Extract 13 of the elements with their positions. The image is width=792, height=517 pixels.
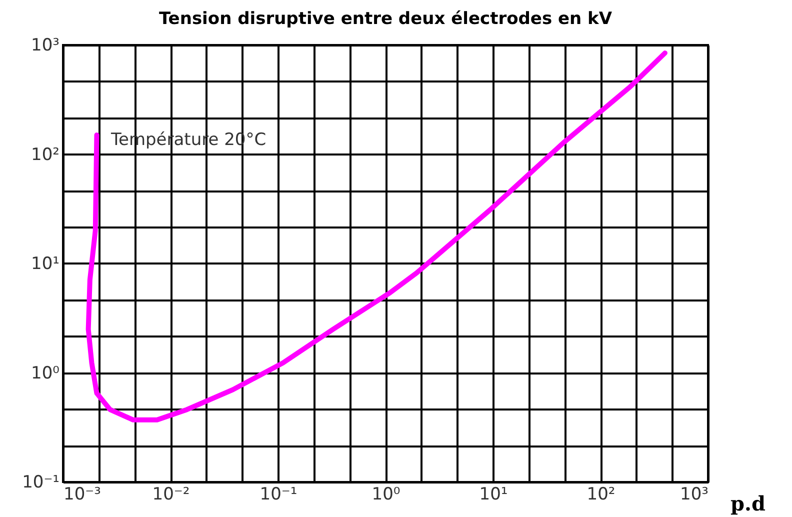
- y-tick-label: 10¹: [31, 254, 60, 274]
- x-tick-label: 10⁻²: [152, 484, 190, 504]
- x-tick-label: 10⁻¹: [260, 484, 298, 504]
- x-axis-title: p.d: [730, 492, 766, 516]
- y-tick-label: 10⁰: [31, 363, 60, 384]
- x-tick-label: 10³: [680, 484, 708, 504]
- y-tick-label: 10²: [31, 144, 60, 165]
- x-tick-label: 10²: [586, 484, 616, 504]
- x-tick-label: 10¹: [479, 484, 508, 504]
- y-tick-label: 10³: [31, 36, 60, 56]
- x-tick-label: 10⁻³: [64, 484, 101, 504]
- chart-title: Tension disruptive entre deux électrodes en kV: [158, 9, 613, 29]
- x-tick-label: 10⁰: [372, 484, 400, 504]
